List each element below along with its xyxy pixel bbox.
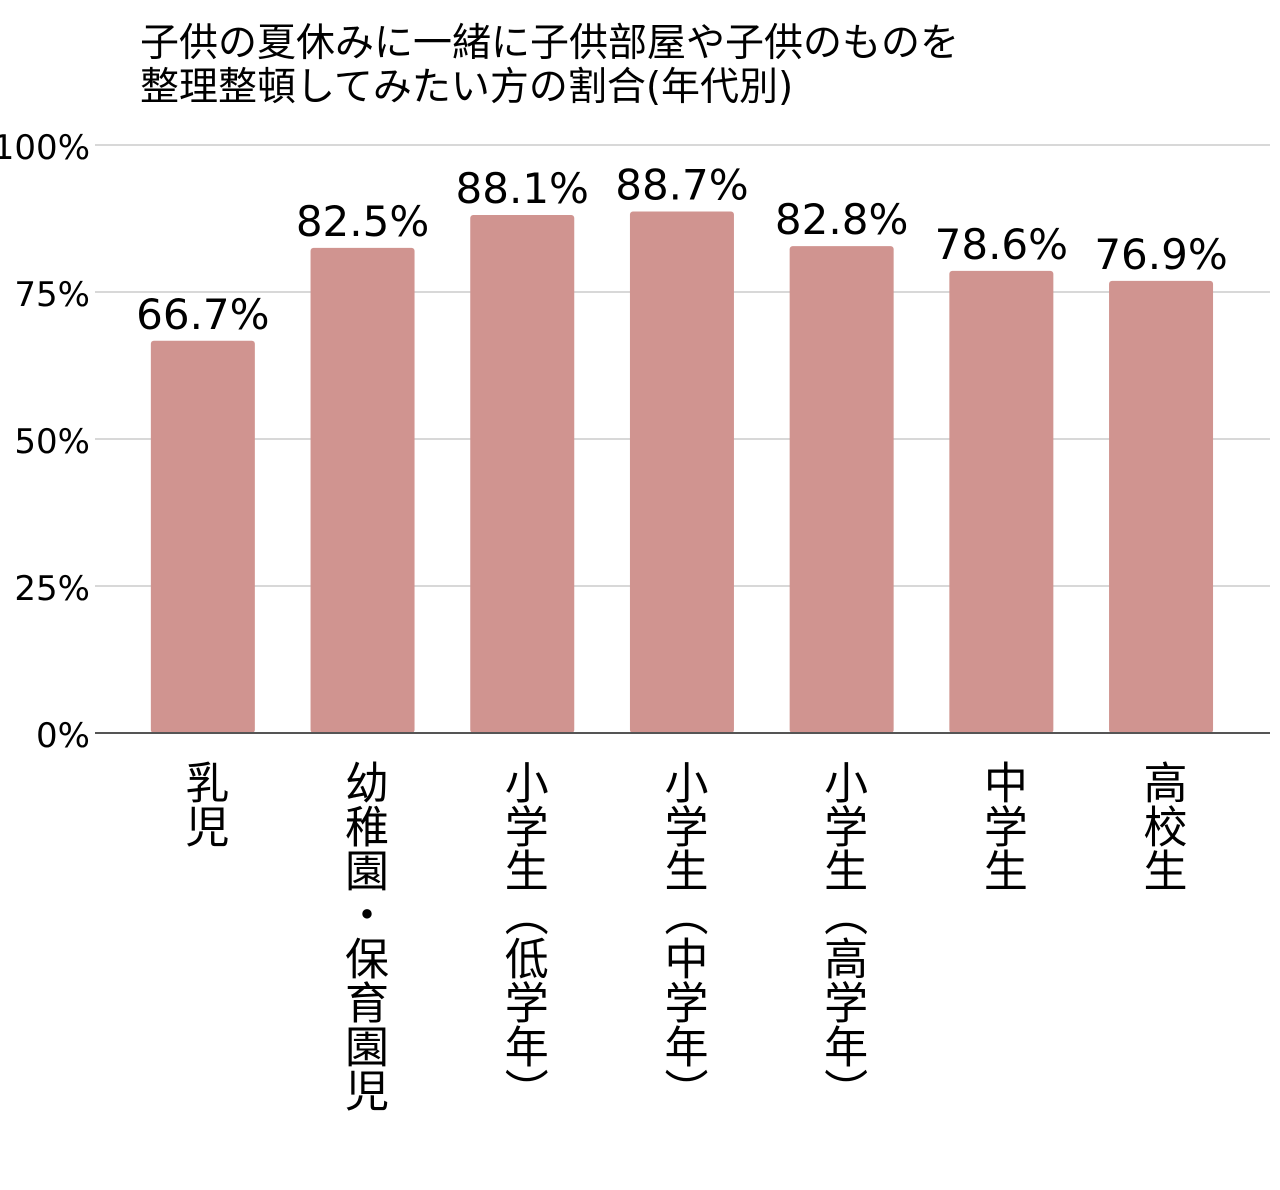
y-tick-label: 75%: [14, 275, 90, 315]
chart-title: 整理整頓してみたい方の割合(年代別): [140, 65, 793, 110]
x-tick-label: 中学生: [976, 760, 1027, 892]
chart-title: 子供の夏休みに一緒に子供部屋や子供のものを: [140, 21, 959, 66]
value-label: 82.5%: [296, 197, 429, 246]
y-tick-label: 0%: [36, 716, 90, 756]
bar: [949, 270, 1054, 733]
y-tick-label: 100%: [0, 128, 90, 168]
y-tick-label: 25%: [14, 569, 90, 609]
bar: [150, 340, 255, 733]
bar: [1109, 280, 1214, 733]
x-tick-label: 小学生（高学年）: [816, 760, 867, 1112]
x-tick-label: 高校生: [1136, 760, 1187, 892]
bar: [470, 214, 575, 734]
x-tick-label: 小学生（低学年）: [497, 760, 549, 1112]
value-label: 78.6%: [935, 220, 1068, 269]
x-tick-label: 乳児: [177, 760, 228, 848]
value-label: 88.1%: [456, 164, 589, 213]
bar: [789, 246, 894, 734]
value-label: 66.7%: [136, 290, 269, 339]
bar: [310, 247, 415, 733]
x-tick-label: 幼稚園・保育園児: [337, 760, 388, 1112]
value-label: 88.7%: [615, 160, 748, 209]
value-label: 76.9%: [1094, 230, 1227, 279]
x-tick-label: 小学生（中学年）: [656, 760, 707, 1112]
bar: [629, 211, 734, 734]
value-label: 82.8%: [775, 195, 908, 244]
y-tick-label: 50%: [14, 422, 90, 462]
